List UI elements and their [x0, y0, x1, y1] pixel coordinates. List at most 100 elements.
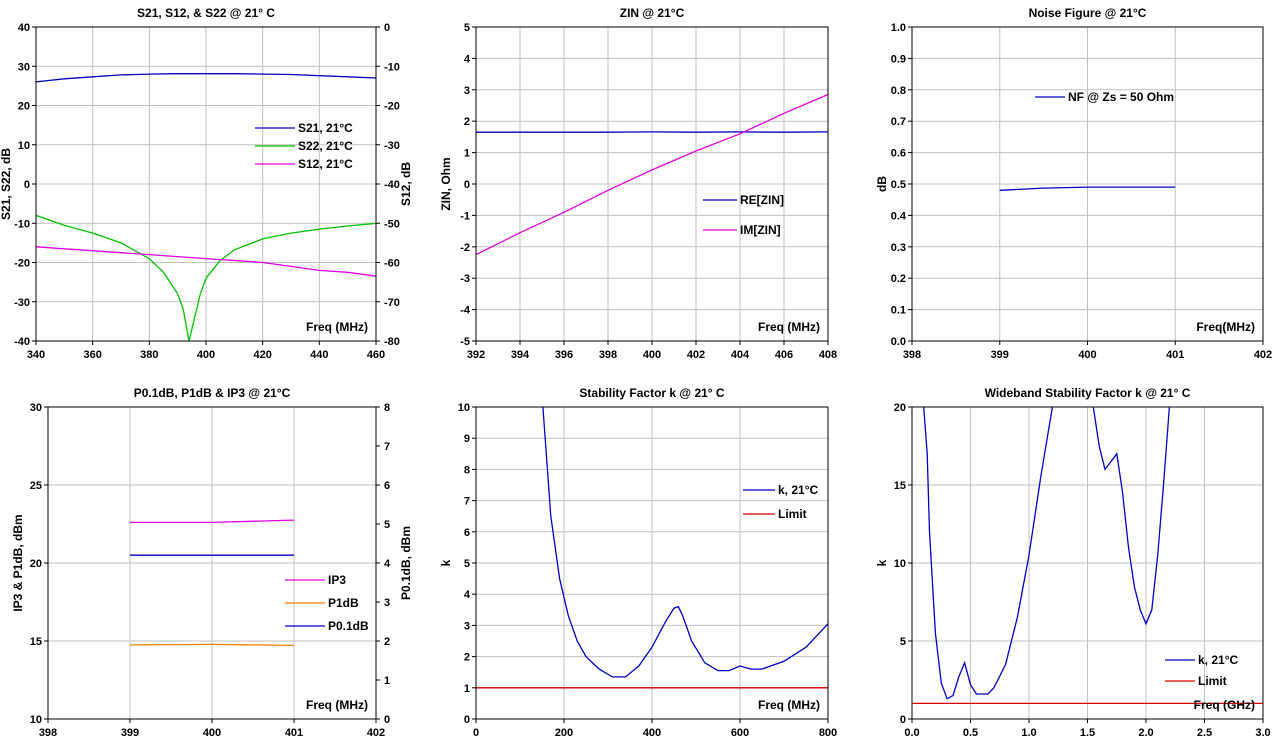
y-tick-label: 8: [464, 464, 470, 476]
y-tick-label: 0.5: [891, 179, 906, 191]
series-line-1: [999, 186, 1176, 191]
y2-tick-label: 7: [384, 441, 390, 453]
y-axis-label: k: [875, 559, 889, 566]
chart-title: Stability Factor k @ 21° C: [579, 386, 725, 400]
legend-item: RE[ZIN]: [703, 193, 784, 207]
x-tick-label: 402: [1254, 349, 1272, 361]
legend-item: k, 21°C: [1165, 653, 1238, 667]
x-tick-label: 400: [1078, 349, 1096, 361]
series-group: [36, 73, 376, 342]
y-tick-label: 5: [464, 22, 470, 34]
y2-tick-label: 6: [384, 480, 390, 492]
y-axis-label: dB: [875, 176, 889, 192]
y-tick-label: 0.1: [891, 305, 906, 317]
chart-1: 340 360 380 400 420 440 460-40-30-20-100102030…: [0, 6, 413, 361]
x-tick-label: 800: [819, 727, 837, 739]
y-tick-label: 7: [464, 496, 470, 508]
x-axis-label: Freq (MHz): [306, 320, 368, 334]
y-tick-label: 0.9: [891, 53, 906, 65]
legend-label: S21, 21°C: [298, 121, 353, 135]
x-tick-label: 399: [121, 727, 139, 739]
x-tick-label: 398: [39, 727, 57, 739]
y-tick-label: 0: [464, 179, 470, 191]
y2-tick-label: -40: [384, 179, 400, 191]
y-tick-label: 15: [30, 636, 42, 648]
x-tick-label: 402: [367, 727, 385, 739]
legend-label: k, 21°C: [778, 483, 818, 497]
x-tick-label: 408: [819, 349, 837, 361]
y-tick-label: 0.7: [891, 116, 906, 128]
x-tick-label: 402: [687, 349, 705, 361]
series-group: [999, 186, 1176, 191]
y2-axis-label: P0.1dB, dBm: [399, 526, 413, 600]
x-tick-label: 400: [197, 349, 215, 361]
y-tick-label: 3: [464, 85, 470, 97]
series-group: [912, 406, 1263, 705]
legend-item: Limit: [743, 507, 807, 521]
x-tick-label: 394: [511, 349, 530, 361]
y2-tick-label: 4: [384, 558, 391, 570]
x-tick-label: 401: [1166, 349, 1184, 361]
y-axis-label: S21, S22, dB: [0, 148, 13, 220]
y-tick-label: 30: [18, 61, 30, 73]
y2-tick-label: 2: [384, 636, 390, 648]
x-tick-label: 200: [555, 727, 573, 739]
x-tick-label: 360: [83, 349, 101, 361]
y-tick-label: 3: [464, 620, 470, 632]
chart-5: 0 200 400 600 800 0 1 2 3 4 5 6 7 8 9 10 Stability Facto…: [439, 386, 837, 739]
x-tick-label: 1.0: [1021, 727, 1036, 739]
y-axis-label: k: [439, 559, 453, 566]
y-tick-label: -30: [14, 297, 30, 309]
series-line-1: [923, 406, 1054, 700]
x-tick-label: 460: [367, 349, 385, 361]
chart-3: 398 399 400 401 402 0.0 0.1 0.2 0.3 0.4 0.5 0.6 0.7 0…: [875, 6, 1272, 361]
y-tick-label: 1: [464, 148, 470, 160]
series-line-1: [130, 519, 295, 524]
y-tick-label: 2: [464, 116, 470, 128]
y-tick-label: 20: [18, 101, 30, 113]
series-line-2: [36, 214, 376, 342]
legend-label: NF @ Zs = 50 Ohm: [1068, 90, 1174, 104]
x-tick-label: 600: [731, 727, 749, 739]
plot-frame: [47, 406, 377, 720]
y-tick-label: 15: [894, 480, 906, 492]
x-tick-label: 3.0: [1255, 727, 1270, 739]
plot-frame: [911, 406, 1264, 720]
y-tick-label: 0.0: [891, 336, 906, 348]
legend-item: IP3: [285, 573, 346, 587]
x-axis-label: Freq (MHz): [306, 698, 368, 712]
series-line-2: [129, 643, 295, 647]
x-tick-label: 0.0: [904, 727, 919, 739]
x-tick-label: 0: [473, 727, 479, 739]
x-tick-label: 404: [731, 349, 750, 361]
chart-title: ZIN @ 21°C: [620, 6, 685, 20]
legend-label: S22, 21°C: [298, 139, 353, 153]
y-axis-label: ZIN, Ohm: [439, 157, 453, 210]
legend-label: S12, 21°C: [298, 157, 353, 171]
y-tick-label: -20: [14, 258, 30, 270]
y-tick-label: 6: [464, 527, 470, 539]
plot-frame: [35, 26, 377, 342]
series-line-1: [542, 406, 828, 678]
chart-title: S21, S12, & S22 @ 21° C: [137, 6, 275, 20]
y-tick-label: 1: [464, 683, 470, 695]
legend-label: IP3: [328, 573, 346, 587]
legend-label: IM[ZIN]: [740, 223, 781, 237]
x-tick-label: 420: [253, 349, 271, 361]
series-line-1: [36, 73, 376, 83]
y-tick-label: 4: [464, 53, 471, 65]
y-tick-label: 25: [30, 480, 42, 492]
y-tick-label: -10: [14, 218, 30, 230]
legend-item: IM[ZIN]: [703, 223, 781, 237]
x-tick-label: 401: [285, 727, 303, 739]
x-tick-label: 399: [991, 349, 1009, 361]
y2-tick-label: 1: [384, 675, 390, 687]
x-tick-label: 392: [467, 349, 485, 361]
x-tick-label: 0.5: [963, 727, 978, 739]
y-tick-label: -4: [460, 305, 471, 317]
chart-6: 0.0 0.5 1.0 1.5 2.0 2.5 3.0 0 5 10 15 20 Wideband St…: [875, 386, 1271, 739]
y-tick-label: 0.3: [891, 242, 906, 254]
y-tick-label: 5: [464, 558, 470, 570]
